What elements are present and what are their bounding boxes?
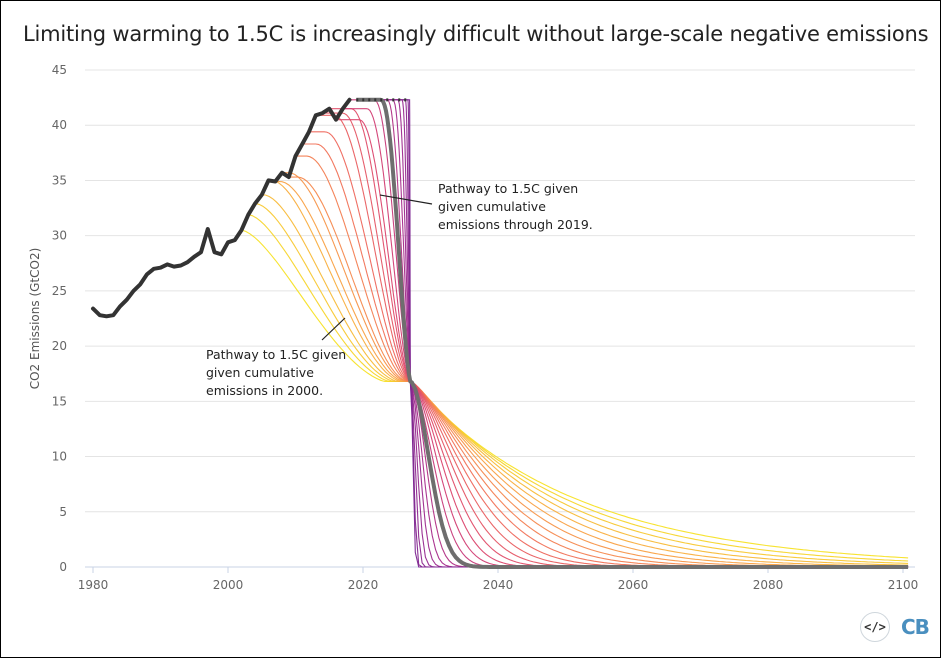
pathway-line xyxy=(268,179,909,567)
annotation-2019-line: given cumulative xyxy=(438,199,546,214)
x-tick-label: 2100 xyxy=(888,578,919,592)
pathway-line xyxy=(282,172,909,568)
y-tick-label: 15 xyxy=(52,394,67,408)
pathway-line xyxy=(363,99,909,568)
annotation-2000-line: given cumulative xyxy=(206,365,314,380)
pathway-line xyxy=(275,180,909,568)
y-tick-label: 25 xyxy=(52,284,67,298)
pathway-line xyxy=(390,99,909,568)
annotation-2000-line: Pathway to 1.5C given xyxy=(206,347,346,362)
y-tick-label: 10 xyxy=(52,450,67,464)
highlighted-pathway-2019 xyxy=(355,97,909,569)
pathway-line xyxy=(329,108,909,568)
annotation-leader-2000 xyxy=(321,317,346,341)
x-tick-label: 2020 xyxy=(348,578,379,592)
pathway-line xyxy=(376,99,909,568)
x-tick-label: 2040 xyxy=(483,578,514,592)
chart-title: Limiting warming to 1.5C is increasingly… xyxy=(23,22,929,46)
pathway-line xyxy=(342,108,909,568)
pathway-line xyxy=(349,99,909,568)
y-tick-label: 5 xyxy=(59,505,67,519)
annotation-2019-line: Pathway to 1.5C given xyxy=(438,181,578,196)
historical-emissions-line xyxy=(91,97,352,319)
pathway-line xyxy=(336,119,909,568)
y-tick-label: 30 xyxy=(52,229,67,243)
y-tick-label: 0 xyxy=(59,560,67,574)
x-tick-label: 2080 xyxy=(753,578,784,592)
x-tick-label: 2000 xyxy=(213,578,244,592)
x-tick-label: 2060 xyxy=(618,578,649,592)
pathway-line xyxy=(403,99,909,568)
y-tick-label: 40 xyxy=(52,118,67,132)
y-axis-label: CO2 Emissions (GtCO2) xyxy=(28,248,42,390)
annotation-leader-2019 xyxy=(379,194,433,205)
pathway-line xyxy=(248,214,909,562)
y-tick-label: 45 xyxy=(52,63,67,77)
historical-layer xyxy=(91,97,352,319)
axis-layer: 0 5 10 15 20 25 30 35 40 45 1980 2000 2020 2040 2060 20… xyxy=(28,63,918,592)
carbon-brief-logo: CB xyxy=(901,615,930,639)
embed-code-icon[interactable]: </> xyxy=(860,612,890,642)
pathway-line xyxy=(241,229,909,559)
y-tick-label: 20 xyxy=(52,339,67,353)
annotation-2019-line: emissions through 2019. xyxy=(438,217,593,232)
footer-logos: </> CB xyxy=(860,612,932,642)
x-tick-label: 1980 xyxy=(78,578,109,592)
pathway-layer xyxy=(241,97,909,569)
annotation-2000-line: emissions in 2000. xyxy=(206,383,323,398)
annotation-layer: Pathway to 1.5C given given cumulative emi… xyxy=(206,181,593,398)
y-tick-label: 35 xyxy=(52,173,67,187)
pathway-line xyxy=(302,143,909,568)
pathway-line xyxy=(383,99,909,568)
pathway-line xyxy=(254,203,909,564)
pathway-line xyxy=(369,99,909,568)
pathway-line xyxy=(261,194,909,566)
grid-layer xyxy=(85,69,915,513)
